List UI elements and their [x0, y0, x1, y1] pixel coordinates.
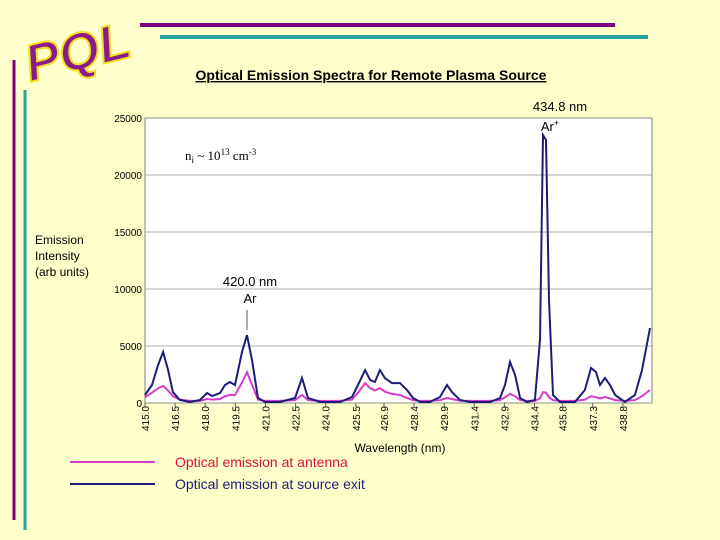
x-tick-label: 421.0 — [261, 406, 272, 431]
x-tick-label: 431.4 — [470, 406, 481, 431]
annotation: 434.8 nm — [533, 99, 587, 114]
y-tick-label: 10000 — [114, 285, 142, 296]
x-tick-label: 422.5 — [292, 406, 303, 431]
x-axis-label: Wavelength (nm) — [355, 441, 446, 455]
x-tick-label: 424.0 — [322, 406, 333, 431]
x-tick-label: 415.0 — [141, 406, 152, 431]
note-text: i — [192, 155, 195, 165]
x-tick-label: 438.8 — [619, 406, 630, 431]
y-axis-label: Intensity — [35, 249, 80, 263]
x-tick-label: 429.9 — [440, 406, 451, 431]
note-text: ~ 10 — [194, 148, 221, 163]
x-tick-label: 416.5 — [171, 406, 182, 431]
x-tick-label: 432.9 — [500, 406, 511, 431]
x-tick-label: 425.5 — [352, 406, 363, 431]
note-text: 13 — [221, 147, 231, 157]
y-tick-label: 5000 — [120, 342, 143, 353]
y-axis-label: (arb units) — [35, 265, 89, 279]
legend-label: Optical emission at antenna — [175, 454, 348, 470]
note-text: n — [185, 148, 192, 163]
annotation-text: + — [554, 118, 559, 128]
note-text: -3 — [249, 147, 257, 157]
plot-area — [144, 117, 653, 404]
x-tick-label: 419.5 — [231, 406, 242, 431]
x-tick-label: 428.4 — [410, 406, 421, 431]
series-line — [144, 369, 651, 402]
series-line — [144, 131, 651, 404]
x-tick-label: 437.3 — [589, 406, 600, 431]
y-axis-label: Emission — [35, 233, 84, 247]
density-note: ni ~ 1013 cm-3 — [185, 147, 257, 165]
x-tick-label: 434.4 — [531, 406, 542, 431]
y-tick-label: 0 — [136, 399, 142, 410]
annotation: Ar — [244, 291, 258, 306]
x-tick-label: 418.0 — [201, 406, 212, 431]
y-tick-label: 20000 — [114, 171, 142, 182]
annotation-text: Ar — [541, 119, 555, 134]
lines — [144, 131, 651, 404]
chart-title: Optical Emission Spectra for Remote Plas… — [196, 67, 547, 83]
note-text: cm — [230, 148, 249, 163]
legend-label: Optical emission at source exit — [175, 476, 365, 492]
legend: Optical emission at antenna Optical emiss… — [70, 454, 365, 492]
annotation: 420.0 nm — [223, 274, 277, 289]
y-tick-label: 15000 — [114, 228, 142, 239]
y-tick-label: 25000 — [114, 114, 142, 125]
x-tick-label: 426.9 — [380, 406, 391, 431]
x-tick-label: 435.8 — [559, 406, 570, 431]
annotation: Ar+ — [541, 118, 559, 134]
